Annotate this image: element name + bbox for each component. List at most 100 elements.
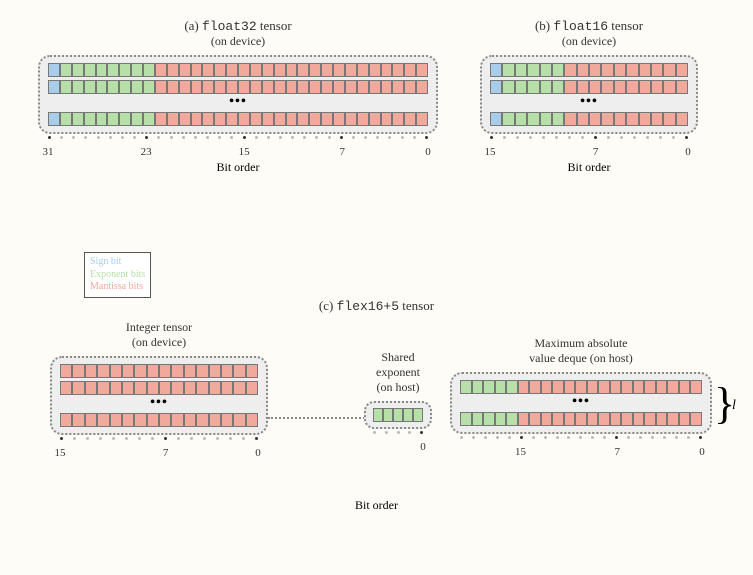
panel-c-shared: Shared exponent (on host) 0 bbox=[355, 350, 441, 457]
mantissa-bit bbox=[614, 63, 626, 77]
bit-row bbox=[460, 380, 702, 394]
mantissa-bit bbox=[155, 80, 167, 94]
mantissa-bit bbox=[155, 63, 167, 77]
tick-label: 15 bbox=[55, 447, 66, 459]
mantissa-bit bbox=[663, 112, 675, 126]
mantissa-bit bbox=[357, 80, 369, 94]
shared-t3: (on host) bbox=[355, 380, 441, 395]
mantissa-bit bbox=[85, 364, 97, 378]
mantissa-bit bbox=[626, 80, 638, 94]
exponent-bit bbox=[527, 80, 539, 94]
mantissa-bit bbox=[552, 412, 564, 426]
exponent-bit bbox=[527, 63, 539, 77]
tick-label: 7 bbox=[163, 447, 169, 459]
shared-axis: 0 bbox=[355, 429, 441, 457]
mantissa-bit bbox=[184, 364, 196, 378]
mantissa-bit bbox=[122, 381, 134, 395]
mantissa-bit bbox=[85, 381, 97, 395]
exponent-bit bbox=[502, 112, 514, 126]
mantissa-bit bbox=[587, 412, 599, 426]
mantissa-bit bbox=[134, 381, 146, 395]
exponent-bit bbox=[60, 63, 72, 77]
mantissa-bit bbox=[639, 63, 651, 77]
mantissa-bit bbox=[179, 80, 191, 94]
mantissa-bit bbox=[614, 112, 626, 126]
mantissa-bit bbox=[159, 413, 171, 427]
tick-label: 7 bbox=[593, 146, 599, 158]
mantissa-bit bbox=[191, 63, 203, 77]
mantissa-bit bbox=[518, 412, 530, 426]
mantissa-bit bbox=[321, 112, 333, 126]
bit-row bbox=[48, 112, 428, 126]
mantissa-bit bbox=[321, 63, 333, 77]
mantissa-bit bbox=[238, 63, 250, 77]
mantissa-bit bbox=[345, 63, 357, 77]
bit-row bbox=[60, 364, 258, 378]
mantissa-bit bbox=[577, 63, 589, 77]
mantissa-bit bbox=[369, 80, 381, 94]
mantissa-bit bbox=[134, 413, 146, 427]
mantissa-bit bbox=[656, 380, 668, 394]
panel-b-axis: 1570 bbox=[480, 134, 698, 162]
mantissa-bit bbox=[626, 63, 638, 77]
mantissa-bit bbox=[191, 112, 203, 126]
mantissa-bit bbox=[518, 380, 530, 394]
exponent-bit bbox=[502, 80, 514, 94]
sign-bit bbox=[490, 63, 502, 77]
mantissa-bit bbox=[250, 80, 262, 94]
exponent-bit bbox=[143, 80, 155, 94]
mantissa-bit bbox=[246, 381, 258, 395]
mantissa-bit bbox=[633, 412, 645, 426]
deque-axis: 1570 bbox=[450, 434, 712, 462]
bit-row bbox=[373, 408, 423, 422]
mantissa-bit bbox=[122, 364, 134, 378]
mantissa-bit bbox=[72, 413, 84, 427]
mantissa-bit bbox=[644, 412, 656, 426]
exponent-bit bbox=[413, 408, 423, 422]
mantissa-bit bbox=[214, 112, 226, 126]
mantissa-bit bbox=[167, 112, 179, 126]
panel-c-axis-label: Bit order bbox=[0, 498, 753, 513]
mantissa-bit bbox=[564, 112, 576, 126]
exponent-bit bbox=[143, 63, 155, 77]
mantissa-bit bbox=[297, 80, 309, 94]
mantissa-bit bbox=[667, 380, 679, 394]
mantissa-bit bbox=[587, 380, 599, 394]
bit-row bbox=[60, 413, 258, 427]
exponent-bit bbox=[72, 112, 84, 126]
mantissa-bit bbox=[226, 80, 238, 94]
mantissa-bit bbox=[663, 80, 675, 94]
tick-label: 0 bbox=[685, 146, 691, 158]
mantissa-bit bbox=[676, 63, 688, 77]
mantissa-bit bbox=[601, 80, 613, 94]
ellipsis: ••• bbox=[48, 97, 428, 109]
mantissa-bit bbox=[274, 80, 286, 94]
shared-t2: exponent bbox=[355, 365, 441, 380]
mantissa-bit bbox=[357, 63, 369, 77]
mantissa-bit bbox=[196, 364, 208, 378]
panel-a-axis-label: Bit order bbox=[38, 160, 438, 175]
mantissa-bit bbox=[262, 63, 274, 77]
mantissa-bit bbox=[345, 80, 357, 94]
panel-c-integer: Integer tensor (on device) ••• 1570 bbox=[50, 320, 268, 463]
mantissa-bit bbox=[155, 112, 167, 126]
integer-axis: 1570 bbox=[50, 435, 268, 463]
integer-sub: (on device) bbox=[50, 335, 268, 350]
mantissa-bit bbox=[667, 412, 679, 426]
mantissa-bit bbox=[589, 80, 601, 94]
mantissa-bit bbox=[345, 112, 357, 126]
mantissa-bit bbox=[202, 80, 214, 94]
sign-bit bbox=[490, 112, 502, 126]
exponent-bit bbox=[515, 63, 527, 77]
exponent-bit bbox=[107, 112, 119, 126]
exponent-bit bbox=[96, 112, 108, 126]
mantissa-bit bbox=[357, 112, 369, 126]
mantissa-bit bbox=[589, 112, 601, 126]
mantissa-bit bbox=[184, 413, 196, 427]
mantissa-bit bbox=[134, 364, 146, 378]
exponent-bit bbox=[552, 112, 564, 126]
mantissa-bit bbox=[676, 80, 688, 94]
mantissa-bit bbox=[110, 364, 122, 378]
mantissa-bit bbox=[577, 112, 589, 126]
mantissa-bit bbox=[110, 381, 122, 395]
